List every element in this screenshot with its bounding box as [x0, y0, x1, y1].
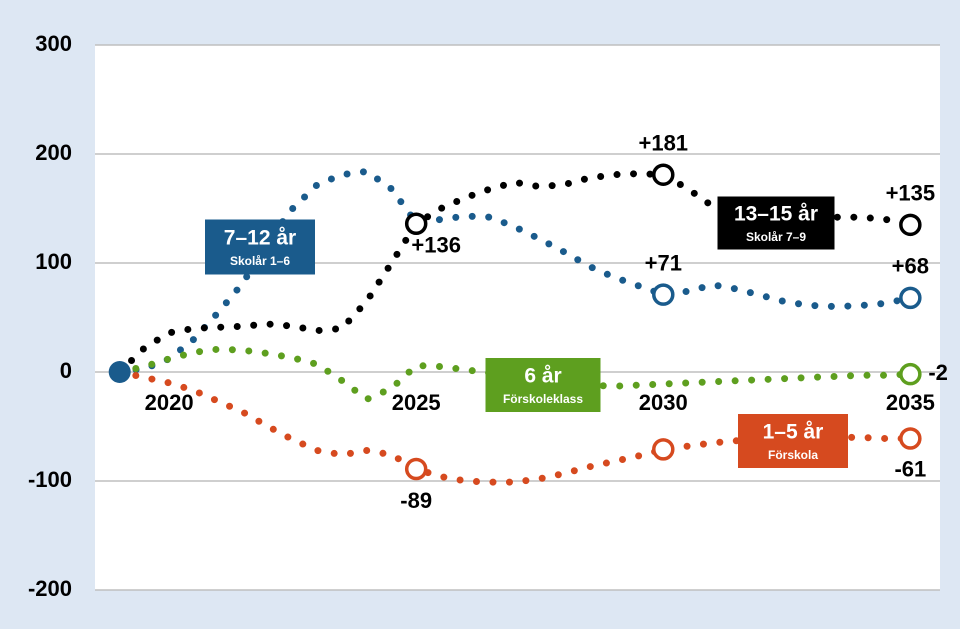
legend-label: 6 år [524, 365, 561, 388]
point-marker [404, 457, 428, 481]
point-marker [652, 438, 675, 461]
value-label: +136 [411, 233, 461, 258]
point-marker [899, 213, 922, 237]
series-label-box [717, 196, 835, 250]
series-label-box [485, 358, 601, 412]
legend-label: 7–12 år [224, 227, 296, 250]
start-marker [108, 361, 131, 383]
legend-sublabel: Skolår 7–9 [746, 230, 806, 244]
y-tick-label: 100 [35, 249, 72, 274]
value-label: -2 [928, 360, 948, 385]
point-marker [404, 212, 428, 236]
y-tick-label: 200 [35, 140, 72, 165]
plot-area [95, 45, 940, 590]
value-label: -61 [894, 456, 926, 481]
x-tick-label: 2035 [886, 390, 935, 415]
legend-label: 1–5 år [763, 421, 824, 444]
legend-sublabel: Förskoleklass [503, 392, 583, 406]
y-tick-label: -100 [28, 467, 72, 492]
point-marker [899, 286, 922, 310]
value-label: +181 [638, 131, 688, 156]
x-tick-label: 2025 [392, 390, 441, 415]
point-marker [652, 283, 675, 306]
x-tick-label: 2030 [639, 390, 688, 415]
x-tick-label: 2020 [145, 390, 194, 415]
point-marker [899, 427, 922, 450]
y-tick-label: 300 [35, 31, 72, 56]
y-tick-label: 0 [60, 358, 72, 383]
legend-sublabel: Skolår 1–6 [230, 254, 290, 268]
series-line [116, 345, 914, 404]
series-line [116, 170, 914, 376]
point-marker [899, 362, 922, 386]
value-label: +135 [886, 181, 936, 206]
legend-label: 13–15 år [734, 203, 818, 226]
legend-sublabel: Förskola [768, 448, 818, 462]
value-label: -89 [400, 488, 432, 513]
y-tick-label: -200 [28, 576, 72, 601]
series-label-box [205, 219, 315, 275]
series-label-box [738, 414, 848, 468]
value-label: +68 [892, 254, 929, 279]
value-label: +71 [645, 250, 682, 275]
point-marker [652, 163, 675, 186]
